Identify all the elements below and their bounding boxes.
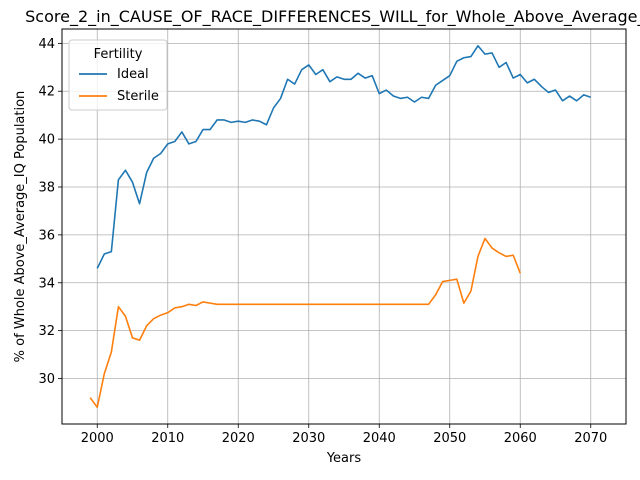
- y-axis-title: % of Whole Above_Average_IQ Population: [13, 91, 28, 363]
- legend-items: Ideal Sterile: [79, 67, 159, 104]
- legend-label-ideal: Ideal: [117, 67, 149, 82]
- y-tick-label: 32: [38, 324, 55, 339]
- x-tick-label: 2020: [222, 431, 255, 446]
- y-tick-label: 44: [38, 37, 55, 52]
- grid: [62, 29, 626, 424]
- legend-title: Fertility: [94, 47, 143, 62]
- y-tick-label: 40: [38, 133, 55, 148]
- series-lines: [89, 44, 592, 409]
- plot-frame: [61, 28, 627, 425]
- x-tick-label: 2040: [363, 431, 396, 446]
- x-tick-label: 2060: [504, 431, 537, 446]
- legend-label-sterile: Sterile: [117, 89, 159, 104]
- series-line-ideal: [96, 44, 592, 269]
- x-tick-label: 2050: [433, 431, 466, 446]
- y-tick-label: 30: [38, 372, 55, 387]
- y-tick-label: 42: [38, 85, 55, 100]
- x-tick-label: 2030: [292, 431, 325, 446]
- legend: Fertility Ideal Sterile: [68, 39, 168, 111]
- series-line-sterile: [89, 237, 521, 409]
- x-tick-label: 2010: [151, 431, 184, 446]
- y-tick-label: 38: [38, 181, 55, 196]
- x-axis-title: Years: [326, 451, 362, 466]
- x-tick-label: 2070: [574, 431, 607, 446]
- y-tick-label: 34: [38, 276, 55, 291]
- x-tick-label: 2000: [81, 431, 114, 446]
- legend-box: [68, 39, 168, 111]
- y-tick-label: 36: [38, 228, 55, 243]
- axis-ticks: 2000 2010 2020 2030 2040 2050 2060 2070 30 32 34 36…: [38, 37, 607, 446]
- chart-title: Score_2_in_CAUSE_OF_RACE_DIFFERENCES_WIL…: [25, 7, 640, 27]
